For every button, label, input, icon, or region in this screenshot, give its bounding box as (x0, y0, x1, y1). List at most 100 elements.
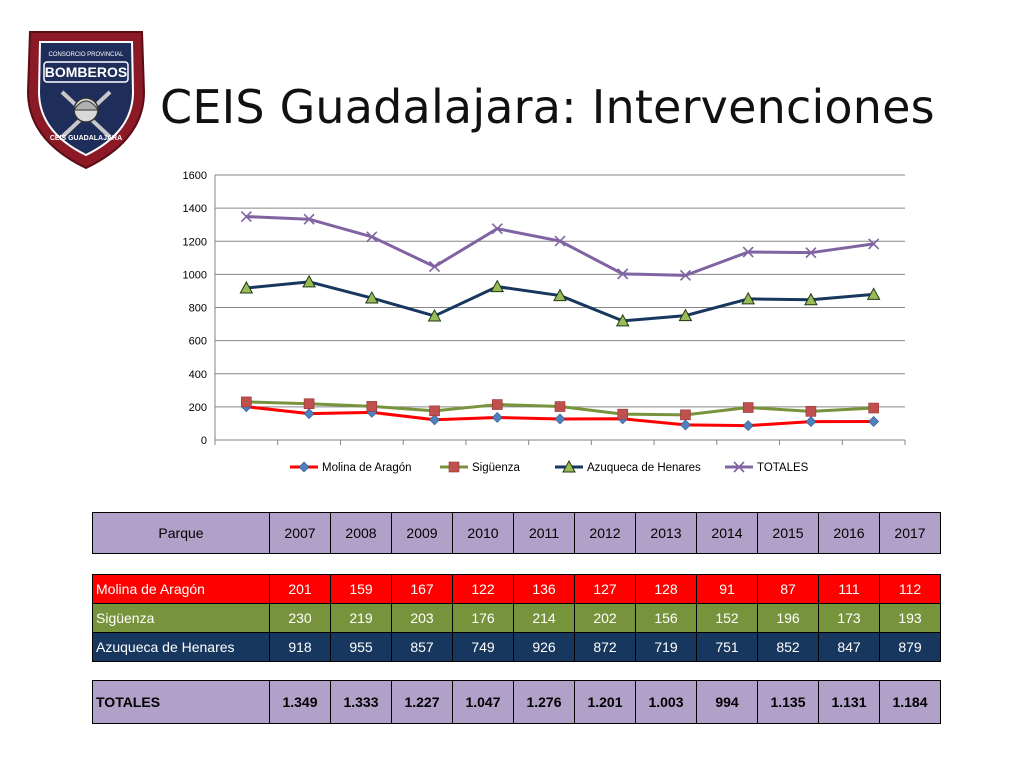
data-point-stroke (868, 238, 880, 250)
chart-axes: 0 200 400 600 800 1000 1200 1400 1600 (183, 170, 906, 447)
header-year: 2012 (574, 512, 636, 554)
data-point (298, 461, 310, 473)
data-point (804, 292, 818, 306)
data-point (303, 398, 315, 410)
table-cell: 173 (818, 603, 880, 633)
table-body: Molina de Aragón 201 159 167 122 136 127 128 91 8… (92, 574, 941, 662)
table-cell: 127 (574, 574, 636, 604)
totals-cell: 1.201 (574, 680, 636, 724)
data-point-stroke (428, 261, 441, 273)
y-tick-label: 0 (201, 435, 207, 447)
table-cell: 91 (696, 574, 758, 604)
chart-legend: Molina de Aragón Sigüenza Azuqueca de Hena… (290, 459, 809, 474)
table-cell: 152 (696, 603, 758, 633)
header-year: 2008 (330, 512, 392, 554)
data-point (240, 211, 252, 223)
header-year: 2009 (391, 512, 453, 554)
legend-label: Sigüenza (472, 462, 521, 474)
series-azuqueca-de-henares (239, 274, 881, 327)
data-point (742, 246, 754, 258)
table-cell: 918 (269, 632, 331, 662)
totals-cell: 994 (696, 680, 758, 724)
data-point (868, 402, 879, 414)
data-point (679, 269, 692, 281)
legend-item: TOTALES (725, 461, 809, 474)
header-year: 2011 (513, 512, 575, 554)
table-cell: 879 (879, 632, 941, 662)
y-tick-label: 1000 (183, 269, 207, 281)
totals-cell: 1.003 (635, 680, 697, 724)
y-tick-label: 1400 (183, 203, 207, 215)
data-point-stroke (240, 211, 252, 223)
data-point (554, 235, 566, 247)
table-cell: 847 (818, 632, 880, 662)
table-cell: 857 (391, 632, 453, 662)
table-cell: 112 (879, 574, 941, 604)
table-cell: 719 (635, 632, 697, 662)
totals-cell: 1.184 (879, 680, 941, 724)
series-totales (240, 211, 880, 281)
table-cell: 872 (574, 632, 636, 662)
data-point (742, 420, 754, 432)
totals-cell: 1.135 (757, 680, 819, 724)
table-row: Molina de Aragón 201 159 167 122 136 127 128 91 8… (92, 574, 941, 604)
table-cell: 751 (696, 632, 758, 662)
header-year: 2014 (696, 512, 758, 554)
table-header: Parque 2007 2008 2009 2010 2011 2012 2013 2014 2… (92, 512, 941, 554)
y-tick-label: 200 (189, 402, 207, 414)
chart-gridlines (215, 174, 905, 441)
table-cell: 219 (330, 603, 392, 633)
table-cell: 926 (513, 632, 575, 662)
data-point (805, 247, 817, 259)
table-cell: 87 (757, 574, 819, 604)
totals-cell: 1.349 (269, 680, 331, 724)
table-totals: TOTALES 1.349 1.333 1.227 1.047 1.276 1.201 1.… (92, 680, 941, 724)
legend-label: Molina de Aragón (322, 462, 412, 474)
table-row: Azuqueca de Henares 918 955 857 749 926 872 719… (92, 632, 941, 662)
table-cell: 122 (452, 574, 514, 604)
totals-cell: 1.276 (513, 680, 575, 724)
header-year: 2013 (635, 512, 697, 554)
data-point (303, 408, 315, 420)
data-point (680, 419, 691, 431)
totals-cell: 1.333 (330, 680, 392, 724)
legend-item: Molina de Aragón (290, 461, 412, 474)
series-sig-enza (241, 396, 879, 421)
table-cell: 156 (635, 603, 697, 633)
table-cell: 202 (574, 603, 636, 633)
data-point (239, 280, 254, 294)
table-cell: 176 (452, 603, 514, 633)
header-year: 2007 (269, 512, 331, 554)
y-tick-label: 1600 (183, 170, 207, 182)
table-cell: 214 (513, 603, 575, 633)
data-point (448, 461, 460, 473)
data-point (491, 399, 503, 410)
series-line (246, 215, 874, 277)
data-point (733, 461, 745, 473)
legend-item: Azuqueca de Henares (555, 459, 701, 474)
data-point (562, 459, 576, 473)
table-row: Sigüenza 230 219 203 176 214 202 156 152 196 173 19… (92, 603, 941, 633)
table-cell: 196 (757, 603, 819, 633)
table-cell: 955 (330, 632, 392, 662)
header-parque: Parque (92, 512, 270, 554)
data-point-stroke (491, 223, 503, 235)
table-cell: 203 (391, 603, 453, 633)
data-point (366, 401, 378, 412)
y-tick-label: 400 (189, 369, 207, 381)
table-cell: 852 (757, 632, 819, 662)
data-point (615, 313, 630, 327)
data-point (805, 416, 817, 428)
logo-main-text: BOMBEROS (45, 64, 127, 80)
data-point (491, 223, 503, 235)
totals-label: TOTALES (92, 680, 270, 724)
totals-row: TOTALES 1.349 1.333 1.227 1.047 1.276 1.201 1.… (92, 680, 941, 724)
slide-title: CEIS Guadalajara: Intervenciones (160, 80, 935, 134)
table-cell: 230 (269, 603, 331, 633)
bomberos-logo: BOMBEROS CONSORCIO PROVINCIAL CEIS GUADA… (26, 31, 146, 170)
totals-cell: 1.131 (818, 680, 880, 724)
totals-cell: 1.227 (391, 680, 453, 724)
data-point (241, 396, 252, 408)
table-cell: 749 (452, 632, 514, 662)
data-point (554, 413, 566, 425)
